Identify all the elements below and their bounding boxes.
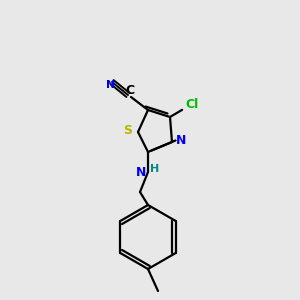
Text: N: N xyxy=(176,134,186,148)
Text: Cl: Cl xyxy=(185,98,199,110)
Text: N: N xyxy=(106,80,116,90)
Text: N: N xyxy=(136,166,146,178)
Text: S: S xyxy=(124,124,133,136)
Text: C: C xyxy=(125,85,135,98)
Text: H: H xyxy=(150,164,160,174)
